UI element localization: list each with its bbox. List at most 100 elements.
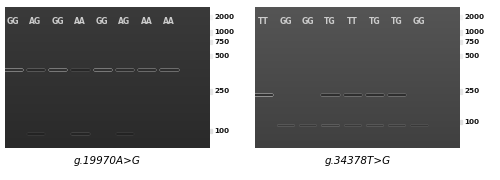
Bar [254,94,272,95]
Bar [72,133,88,134]
Bar [116,69,133,70]
Bar [138,69,156,70]
Bar [72,133,88,134]
Bar [116,133,133,134]
Bar [26,133,44,134]
Bar [94,69,111,70]
Bar [138,69,156,70]
Bar [72,133,88,134]
Text: 500: 500 [214,53,230,59]
Text: 100: 100 [464,119,479,125]
Bar [254,94,272,95]
Bar [388,94,406,95]
Bar [72,133,88,134]
Bar [210,15,212,19]
Bar [254,94,272,95]
Bar [138,69,156,70]
Bar [322,94,338,95]
Bar [26,69,44,70]
Bar [26,133,44,134]
Bar [26,133,44,134]
Bar [72,69,88,70]
Bar [94,69,111,70]
Bar [388,94,406,95]
Bar [254,94,272,95]
Bar [49,69,66,70]
Bar [72,69,88,70]
Bar [138,69,156,70]
Bar [26,133,44,134]
Bar [344,94,361,95]
Bar [366,94,383,95]
Bar [344,94,361,95]
Bar [116,133,133,134]
Bar [254,94,272,95]
Bar [138,69,156,70]
Bar [49,69,66,70]
Bar [72,69,88,70]
Bar [388,94,406,95]
Bar [49,69,66,70]
Bar [49,69,66,70]
Bar [26,133,44,134]
Bar [160,69,178,70]
Bar [344,94,361,95]
Bar [94,69,111,70]
Bar [344,94,361,95]
Bar [26,69,44,70]
Bar [388,94,406,95]
Bar [116,133,133,134]
Text: TG: TG [324,17,336,26]
Bar [366,94,383,95]
Bar [116,69,133,70]
Bar [254,94,272,95]
Bar [72,69,88,70]
Bar [26,133,44,134]
Bar [388,94,406,95]
Bar [344,94,361,95]
Bar [116,133,133,134]
Bar [116,69,133,70]
Bar [322,94,338,95]
Bar [254,94,272,95]
Bar [26,69,44,70]
Bar [26,69,44,70]
Bar [49,69,66,70]
Bar [138,69,156,70]
Bar [116,133,133,134]
Bar [254,94,272,95]
Bar [322,94,338,95]
Bar [116,133,133,134]
Bar [322,94,338,95]
Bar [26,69,44,70]
Bar [388,94,406,95]
Bar [116,69,133,70]
Bar [72,69,88,70]
Bar [116,69,133,70]
Text: 1000: 1000 [464,30,484,35]
Text: GG: GG [96,17,108,26]
Bar [344,94,361,95]
Bar [94,69,111,70]
Bar [4,69,22,70]
Bar [72,133,88,134]
Bar [72,69,88,70]
Bar [116,133,133,134]
Text: g.19970A>G: g.19970A>G [74,156,141,166]
Bar [116,133,133,134]
Bar [49,69,66,70]
Bar [116,69,133,70]
Bar [344,94,361,95]
Bar [72,69,88,70]
Bar [72,133,88,134]
Bar [94,69,111,70]
Text: GG: GG [52,17,64,26]
Bar [4,69,22,70]
Bar [116,69,133,70]
Bar [26,69,44,70]
Bar [116,133,133,134]
Bar [138,69,156,70]
Bar [72,133,88,134]
Bar [72,69,88,70]
Bar [4,69,22,70]
